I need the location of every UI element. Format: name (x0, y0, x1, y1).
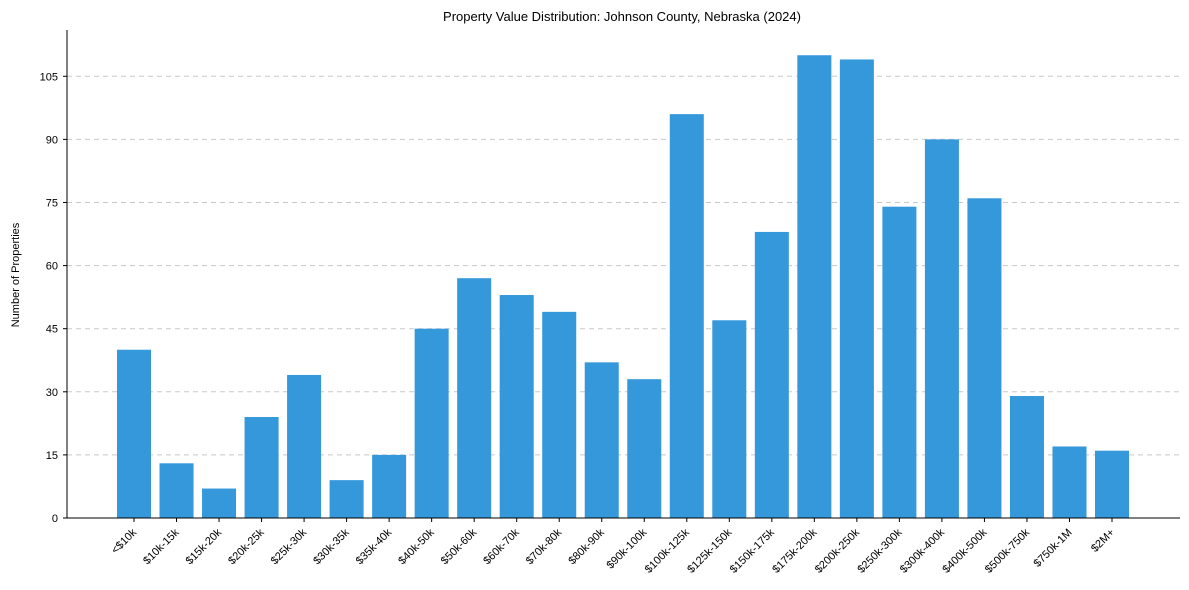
bar (372, 454, 407, 518)
x-tick-label: $35k-40k (354, 526, 395, 567)
bar (244, 417, 279, 518)
x-tick-label: $50k-60k (439, 526, 480, 567)
bar (1052, 446, 1087, 518)
bar (924, 139, 959, 518)
bar (202, 488, 237, 518)
bar (712, 320, 747, 518)
bar (797, 55, 832, 518)
bar (669, 114, 704, 518)
bar (329, 480, 364, 518)
x-tick-label: $175k-200k (770, 526, 819, 575)
x-tick-label: $10k-15k (141, 526, 182, 567)
bar (1009, 396, 1044, 518)
x-tick-label: $500k-750k (983, 526, 1032, 575)
x-tick-label: $300k-400k (898, 526, 947, 575)
bars (116, 55, 1130, 519)
bar (584, 362, 619, 518)
bar (414, 328, 449, 518)
bar (457, 278, 492, 518)
bar (1094, 450, 1130, 518)
x-tick-label: $25k-30k (269, 526, 310, 567)
bar (754, 231, 789, 518)
x-tick-label: $90k-100k (605, 526, 650, 571)
x-tick-label: $200k-250k (813, 526, 862, 575)
x-tick-label: $125k-150k (685, 526, 734, 575)
y-tick-label: 105 (40, 71, 58, 83)
bar (882, 206, 917, 519)
y-tick-label: 90 (46, 134, 58, 146)
x-tick-label: $100k-125k (643, 526, 692, 575)
x-ticks: <$10k $10k-15k $15k-20k $20k-25k $25k-30k $30… (109, 518, 1117, 576)
bar (839, 59, 874, 519)
x-tick-label: $80k-90k (566, 526, 607, 567)
x-tick-label: $250k-300k (855, 526, 904, 575)
y-tick-label: 15 (46, 450, 58, 462)
y-tick-label: 30 (46, 387, 58, 399)
x-tick-label: <$10k (109, 526, 139, 556)
axes (66, 30, 1180, 519)
x-tick-label: $750k-1M (1032, 527, 1075, 570)
bar (499, 295, 534, 518)
bar (967, 198, 1002, 518)
x-tick-label: $30k-35k (311, 526, 352, 567)
bar (542, 311, 577, 518)
bar (116, 349, 152, 518)
x-tick-label: $20k-25k (226, 526, 267, 567)
x-tick-label: $70k-80k (524, 526, 565, 567)
y-axis-label: Number of Properties (10, 222, 22, 327)
y-tick-label: 0 (52, 513, 58, 525)
bar (627, 379, 662, 518)
x-tick-label: $150k-175k (728, 526, 777, 575)
y-tick-label: 60 (46, 261, 58, 273)
x-tick-label: $40k-50k (396, 526, 437, 567)
x-tick-label: $60k-70k (481, 526, 522, 567)
y-ticks: 0 15 30 45 60 75 90 105 (40, 71, 67, 525)
chart-title: Property Value Distribution: Johnson Cou… (443, 9, 801, 24)
x-tick-label: $15k-20k (184, 526, 225, 567)
x-tick-label: $2M+ (1089, 527, 1117, 555)
y-tick-label: 75 (46, 197, 58, 209)
bar (159, 463, 194, 518)
x-tick-label: $400k-500k (940, 526, 989, 575)
bar (287, 374, 322, 518)
y-tick-label: 45 (46, 324, 58, 336)
